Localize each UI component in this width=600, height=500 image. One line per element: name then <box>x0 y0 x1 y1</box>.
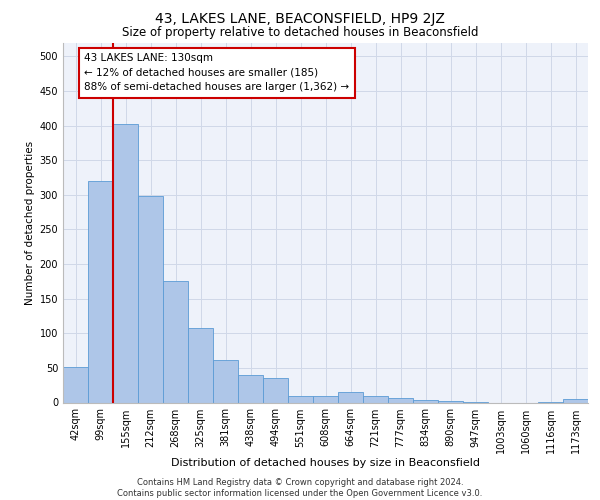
Bar <box>563 399 588 402</box>
Bar <box>188 328 213 402</box>
Bar <box>288 396 313 402</box>
Bar <box>163 282 188 403</box>
Bar <box>363 396 388 402</box>
Bar <box>338 392 363 402</box>
Bar <box>413 400 438 402</box>
Text: Contains HM Land Registry data © Crown copyright and database right 2024.
Contai: Contains HM Land Registry data © Crown c… <box>118 478 482 498</box>
Text: 43 LAKES LANE: 130sqm
← 12% of detached houses are smaller (185)
88% of semi-det: 43 LAKES LANE: 130sqm ← 12% of detached … <box>84 53 349 92</box>
Bar <box>213 360 238 403</box>
X-axis label: Distribution of detached houses by size in Beaconsfield: Distribution of detached houses by size … <box>171 458 480 468</box>
Bar <box>113 124 138 402</box>
Y-axis label: Number of detached properties: Number of detached properties <box>25 140 35 304</box>
Bar <box>63 366 88 402</box>
Bar <box>238 375 263 402</box>
Text: 43, LAKES LANE, BEACONSFIELD, HP9 2JZ: 43, LAKES LANE, BEACONSFIELD, HP9 2JZ <box>155 12 445 26</box>
Bar <box>88 181 113 402</box>
Bar <box>388 398 413 402</box>
Bar <box>313 396 338 402</box>
Bar <box>138 196 163 402</box>
Text: Size of property relative to detached houses in Beaconsfield: Size of property relative to detached ho… <box>122 26 478 39</box>
Bar <box>263 378 288 402</box>
Bar <box>438 401 463 402</box>
